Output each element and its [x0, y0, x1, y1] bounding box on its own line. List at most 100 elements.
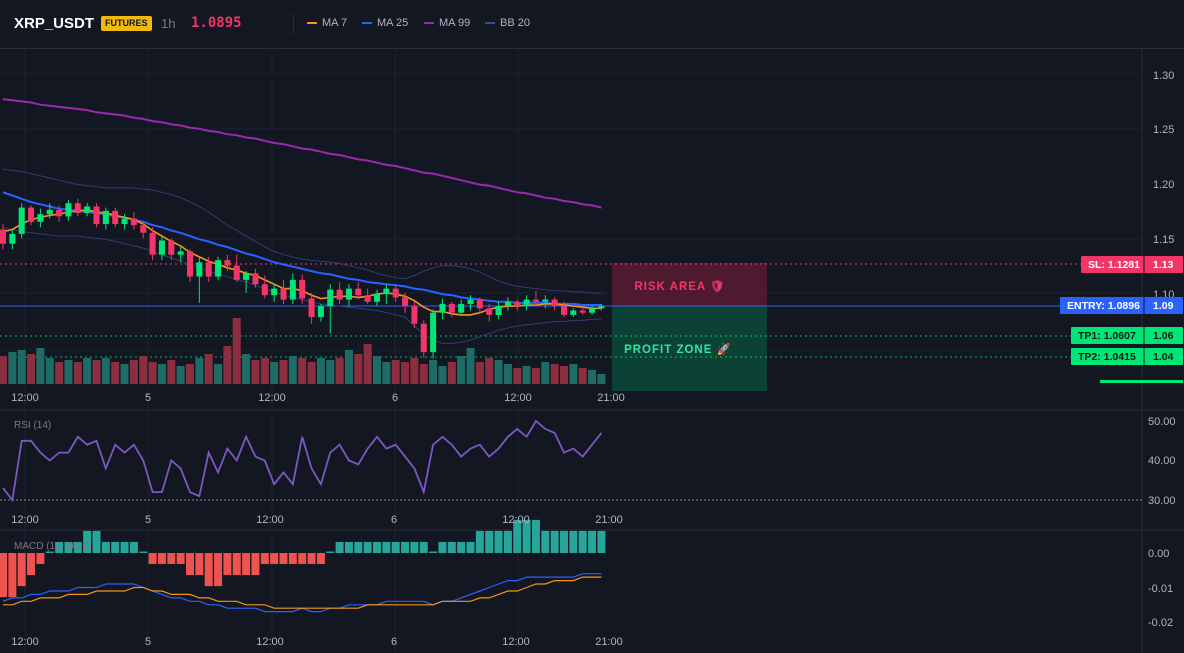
candle-body — [476, 299, 483, 309]
rsi-pane[interactable] — [2, 419, 603, 503]
candle-body — [56, 209, 63, 217]
candles[interactable] — [0, 198, 605, 359]
candle-body — [542, 299, 549, 302]
volume-bar — [597, 374, 606, 384]
candle-body — [9, 233, 16, 244]
macd-histogram-bar — [522, 519, 531, 553]
tp1-tag-value: 1.06 — [1153, 330, 1174, 342]
entry-tag[interactable]: ENTRY: 1.0896 1.09 — [1060, 297, 1183, 314]
volume-bar — [120, 364, 129, 384]
volume-bar — [176, 366, 185, 384]
macd-histogram-bar — [326, 551, 335, 553]
volume-bar — [242, 354, 251, 384]
rsi-tick-40: 40.00 — [1148, 455, 1176, 467]
macd-histogram-bar — [307, 553, 316, 565]
macd-histogram-bar — [17, 553, 26, 587]
legend-ma99[interactable]: MA 99 — [424, 17, 470, 29]
candle-body — [383, 288, 390, 295]
candle-body — [215, 260, 222, 277]
volume-bar — [531, 368, 540, 384]
time-label: 12:00 — [502, 514, 530, 526]
sl-tag[interactable]: SL: 1.1281 1.13 — [1081, 256, 1183, 273]
candle-body — [299, 279, 306, 299]
macd-histogram-bar — [447, 541, 456, 553]
time-axis-main: 12:00 5 12:00 6 12:00 21:00 — [11, 392, 625, 404]
legend-ma25[interactable]: MA 25 — [362, 17, 408, 29]
candle-body — [112, 210, 119, 225]
volume-bar — [232, 318, 241, 384]
time-label: 5 — [145, 514, 151, 526]
volume-bar — [522, 366, 531, 384]
macd-histogram-bar — [429, 551, 438, 553]
price-tick-1-20: 1.20 — [1153, 179, 1174, 191]
candle-body — [467, 299, 474, 304]
futures-badge: FUTURES — [101, 16, 152, 31]
macd-histogram-bar — [55, 541, 64, 553]
candle-body — [308, 298, 315, 318]
volume-bar — [429, 360, 438, 384]
legend-ma7[interactable]: MA 7 — [307, 17, 347, 29]
volume-bar — [326, 360, 335, 384]
volume-bar — [298, 358, 307, 384]
ma99-swatch — [424, 22, 434, 24]
profit-zone[interactable] — [612, 306, 767, 391]
price-tick-1-15: 1.15 — [1153, 234, 1174, 246]
volume-bar — [344, 350, 353, 384]
candle-body — [84, 206, 91, 214]
macd-histogram-bar — [83, 530, 92, 553]
macd-histogram-bar — [101, 541, 110, 553]
candle-body — [252, 273, 259, 285]
volume-bar — [410, 358, 419, 384]
tp2-tag-label: TP2: 1.0415 — [1078, 351, 1136, 363]
candle-body — [243, 273, 250, 280]
macd-histogram-bar — [419, 541, 428, 553]
risk-area-zone[interactable] — [612, 263, 767, 306]
volume-bar — [335, 358, 344, 384]
time-label: 5 — [145, 392, 151, 404]
macd-signal-line — [3, 576, 602, 609]
macd-histogram-bar — [288, 553, 297, 565]
volume-bar — [167, 360, 176, 384]
timeframe-label[interactable]: 1h — [161, 16, 176, 31]
macd-histogram-bar — [466, 541, 475, 553]
macd-histogram-bar — [139, 551, 148, 553]
price-tick-1-25: 1.25 — [1153, 124, 1174, 136]
time-label: 6 — [391, 636, 397, 648]
candle-body — [514, 301, 521, 307]
tp2-tag[interactable]: TP2: 1.0415 1.04 — [1071, 348, 1183, 365]
macd-histogram-bar — [550, 530, 559, 553]
macd-histogram-bar — [344, 541, 353, 553]
volume-bar — [485, 358, 494, 384]
candle-body — [392, 288, 399, 298]
time-label: 6 — [391, 514, 397, 526]
entry-tag-value: 1.09 — [1153, 300, 1174, 312]
volume-bar — [279, 360, 288, 384]
candle-body — [93, 206, 100, 225]
candle-body — [317, 306, 324, 318]
rsi-tick-30: 30.00 — [1148, 495, 1176, 507]
tp1-tag[interactable]: TP1: 1.0607 1.06 — [1071, 327, 1183, 344]
candle-body — [187, 251, 193, 277]
legend-ma7-label: MA 7 — [322, 17, 348, 29]
volume-bar — [307, 362, 316, 384]
candle-body — [177, 251, 184, 255]
candle-body — [280, 288, 287, 300]
tp1-tag-label: TP1: 1.0607 — [1078, 330, 1136, 342]
tp2-tag-value: 1.04 — [1153, 351, 1174, 363]
symbol-name[interactable]: XRP_USDT — [14, 15, 95, 32]
legend-bb20[interactable]: BB 20 — [485, 17, 530, 29]
macd-pane[interactable] — [0, 519, 606, 613]
macd-histogram-bar — [298, 553, 307, 565]
macd-histogram-bar — [410, 541, 419, 553]
candle-body — [130, 218, 137, 226]
bb20-swatch — [485, 22, 495, 24]
volume-bar — [139, 356, 148, 384]
volume-bar — [101, 358, 110, 384]
candle-body — [149, 232, 156, 255]
macd-histogram-bar — [316, 553, 325, 565]
volume-bar — [578, 368, 587, 384]
candle-body — [402, 297, 409, 307]
macd-histogram-bar — [8, 553, 17, 598]
volume-bar — [401, 362, 410, 384]
